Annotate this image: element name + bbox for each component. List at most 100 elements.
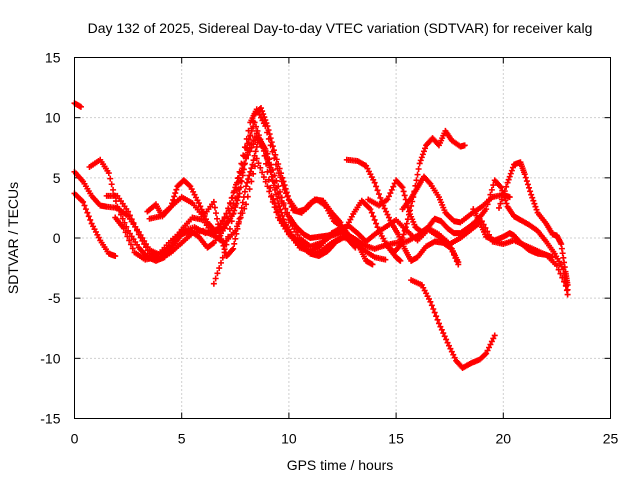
data-point — [427, 298, 434, 305]
data-point — [241, 144, 248, 151]
data-point — [381, 205, 388, 212]
data-point — [237, 210, 244, 217]
data-point — [278, 198, 285, 205]
data-point — [266, 131, 273, 138]
data-point — [373, 183, 380, 190]
data-point — [398, 238, 405, 245]
data-point — [126, 237, 133, 244]
series-arc-9 — [210, 130, 404, 287]
data-point — [248, 141, 255, 148]
data-point — [259, 169, 266, 176]
data-point — [263, 120, 270, 127]
data-point — [403, 220, 410, 227]
data-point — [248, 178, 255, 185]
data-point — [236, 215, 243, 222]
data-point — [87, 216, 94, 223]
data-point — [197, 203, 204, 210]
series-arc-13 — [399, 173, 513, 226]
data-point — [233, 230, 240, 237]
chart-title: Day 132 of 2025, Sidereal Day-to-day VTE… — [88, 20, 593, 36]
data-point — [124, 233, 131, 240]
data-point — [417, 157, 424, 164]
data-point — [235, 220, 242, 227]
data-point — [264, 183, 271, 190]
data-point — [221, 249, 228, 256]
data-point — [523, 178, 530, 185]
data-point — [490, 182, 497, 189]
data-point — [244, 149, 251, 156]
series-arc-14 — [408, 277, 498, 371]
data-point — [500, 192, 507, 199]
data-point — [218, 236, 225, 243]
data-point — [526, 184, 533, 191]
data-point — [268, 168, 275, 175]
data-point — [497, 200, 504, 207]
data-point — [402, 224, 409, 231]
data-point — [230, 245, 237, 252]
data-point — [252, 148, 259, 155]
data-point — [127, 241, 134, 248]
data-point — [273, 156, 280, 163]
data-point — [210, 198, 217, 205]
data-point — [553, 262, 560, 269]
data-point — [202, 216, 209, 223]
data-point — [262, 178, 269, 185]
data-point — [237, 177, 244, 184]
data-point — [122, 229, 129, 236]
x-axis-label: GPS time / hours — [287, 457, 394, 473]
data-point — [450, 351, 457, 358]
data-point — [276, 165, 283, 172]
data-point — [482, 351, 489, 358]
data-point — [278, 170, 285, 177]
data-point — [448, 348, 455, 355]
data-point — [488, 186, 495, 193]
data-point — [531, 200, 538, 207]
data-point — [440, 330, 447, 337]
data-point — [491, 332, 498, 339]
data-point — [564, 281, 571, 288]
data-point — [276, 194, 283, 201]
data-point — [487, 341, 494, 348]
data-point — [80, 198, 87, 205]
data-point — [265, 176, 272, 183]
data-point — [105, 170, 112, 177]
data-point — [260, 111, 267, 118]
series-arc-10 — [343, 156, 462, 266]
data-point — [211, 204, 218, 211]
data-point — [533, 206, 540, 213]
data-point — [397, 242, 404, 249]
data-point — [441, 333, 448, 340]
data-point — [415, 166, 422, 173]
data-point — [504, 179, 511, 186]
data-point — [385, 214, 392, 221]
data-point — [261, 114, 268, 121]
data-point — [369, 261, 376, 268]
data-point — [388, 186, 395, 193]
data-point — [195, 200, 202, 207]
data-point — [144, 247, 151, 254]
data-point — [260, 174, 267, 181]
data-point — [428, 302, 435, 309]
data-point — [130, 219, 137, 226]
data-point — [233, 181, 240, 188]
data-point — [549, 254, 556, 261]
data-point — [422, 145, 429, 152]
data-point — [564, 291, 571, 298]
data-point — [266, 162, 273, 169]
data-point — [251, 152, 258, 159]
data-point — [284, 209, 291, 216]
data-point — [521, 171, 528, 178]
data-point — [262, 117, 269, 124]
data-point — [400, 231, 407, 238]
data-point — [232, 202, 239, 209]
y-axis-label: SDTVAR / TECUs — [5, 182, 21, 294]
data-point — [257, 139, 264, 146]
data-point — [509, 164, 516, 171]
data-point — [390, 183, 397, 190]
data-point — [214, 270, 221, 277]
data-point — [269, 198, 276, 205]
data-point — [137, 234, 144, 241]
data-point — [85, 213, 92, 220]
data-point — [267, 135, 274, 142]
